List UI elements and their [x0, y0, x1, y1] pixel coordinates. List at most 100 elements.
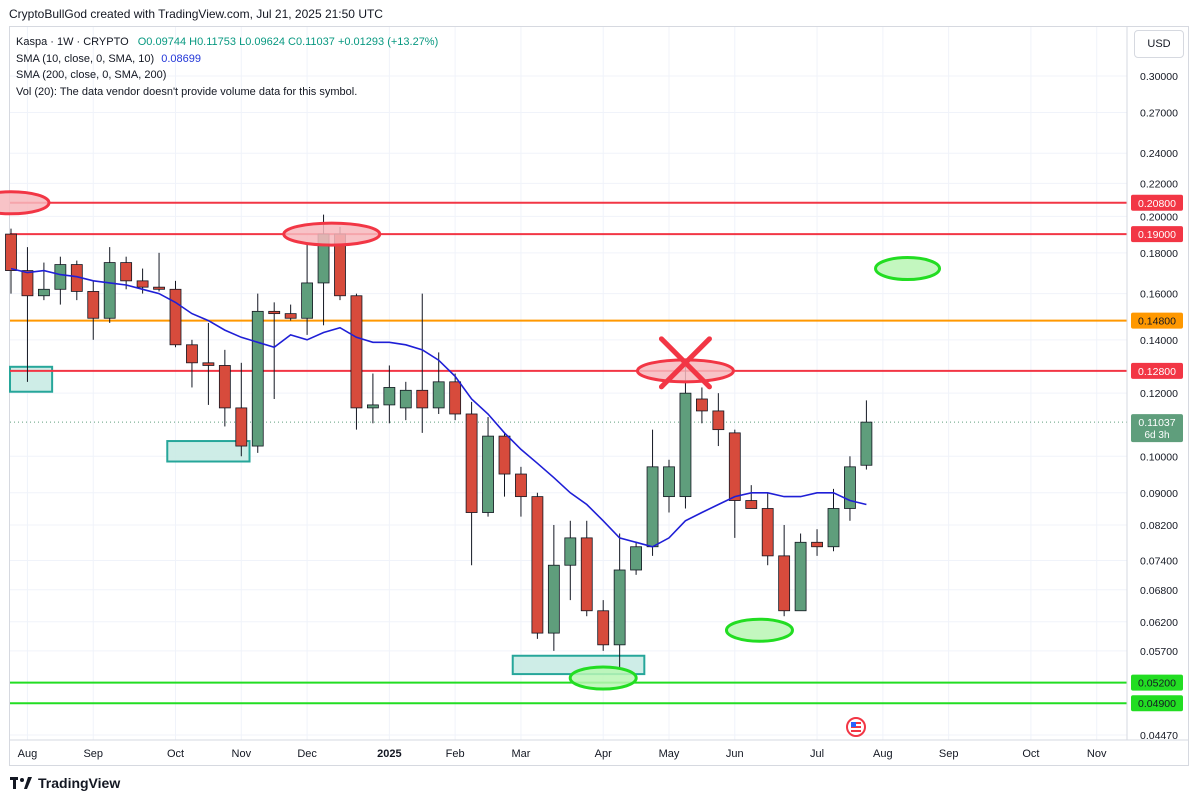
time-tick-label: May [659, 748, 680, 760]
sma200-label: SMA (200, close, 0, SMA, 200) [16, 69, 167, 81]
us-flag-event-icon[interactable] [846, 717, 866, 737]
candle-body [136, 280, 149, 288]
horizontal-levels [10, 201, 1127, 705]
time-tick-label: Jul [810, 748, 824, 760]
candle-body [202, 362, 215, 366]
candle [120, 256, 133, 290]
candle-body [301, 282, 314, 319]
sma-10-line [10, 267, 867, 548]
chart-credit-header: CryptoBullGod created with TradingView.c… [9, 7, 383, 21]
candle-body [663, 466, 675, 498]
candle [465, 401, 478, 566]
rejection-cross [658, 336, 712, 390]
price-axis: 0.30000 0.27000 0.24000 0.22000 0.20000 0.180… [1140, 71, 1178, 742]
candle-body [465, 413, 478, 513]
candle-body [613, 569, 626, 646]
chart-frame [9, 26, 1189, 766]
time-tick-label: Mar [511, 748, 530, 760]
level-price-label: 0.12800 [1131, 362, 1183, 379]
candle [5, 228, 17, 294]
candle [597, 600, 610, 651]
candle-body [432, 381, 445, 409]
time-tick-label: Apr [595, 748, 612, 760]
candle [251, 293, 264, 453]
time-tick-label: Oct [1022, 748, 1039, 760]
candle-body [268, 310, 281, 315]
candle-body [5, 233, 17, 271]
candle [860, 400, 873, 470]
candle [613, 533, 626, 670]
candle [696, 387, 708, 424]
candle-body [284, 313, 297, 319]
candle [383, 365, 396, 424]
candle-body [728, 432, 741, 501]
candle-body [844, 466, 856, 509]
level-price-text: 0.14800 [1138, 316, 1176, 328]
candle [38, 262, 50, 301]
time-tick-label: 2025 [377, 748, 401, 760]
chart-legend: Kaspa · 1W · CRYPTO O0.09744 H0.11753 L0… [16, 34, 438, 100]
candle-body [794, 541, 807, 612]
level-price-badge [1131, 226, 1183, 243]
candle-body [712, 410, 725, 431]
sma10-value: 0.08699 [161, 52, 201, 65]
candle-body [564, 537, 577, 566]
support-ellipse [724, 617, 794, 643]
candle-body [416, 389, 429, 409]
candle-body [399, 389, 412, 409]
candle [284, 304, 297, 321]
candle [416, 293, 429, 433]
candle [844, 456, 856, 521]
price-tick-label: 0.10000 [1140, 451, 1178, 463]
time-tick-label: Feb [446, 748, 465, 760]
candle-body [38, 288, 50, 297]
time-tick-label: Aug [18, 748, 38, 760]
level-price-label: 0.14800 [1131, 312, 1183, 329]
level-price-badge [1131, 695, 1183, 712]
support-ellipse [568, 665, 638, 691]
candle [169, 280, 182, 348]
candle-body [679, 392, 692, 498]
candle-body [580, 537, 593, 612]
price-tick-label: 0.09000 [1140, 488, 1178, 500]
candle [103, 247, 116, 323]
price-tick-label: 0.06200 [1140, 617, 1178, 629]
last-price-badge [1131, 414, 1183, 443]
candle [482, 417, 494, 517]
currency-button[interactable]: USD [1134, 30, 1184, 58]
candle [663, 459, 675, 513]
ohlc-values: O0.09744 H0.11753 L0.09624 C0.11037 +0.0… [137, 36, 439, 48]
candle-body [103, 262, 116, 319]
level-price-badge [1131, 362, 1183, 379]
candle-body [54, 264, 67, 290]
price-tick-label: 0.08200 [1140, 520, 1178, 532]
candle [498, 432, 511, 497]
candle-body [186, 344, 198, 364]
price-tick-label: 0.04470 [1140, 730, 1178, 742]
resistance-ellipse [282, 221, 382, 247]
candle [350, 293, 363, 430]
candle [564, 520, 577, 601]
candle [811, 529, 823, 556]
candle [728, 429, 741, 538]
candle [449, 373, 462, 421]
time-tick-label: Sep [83, 748, 103, 760]
price-tick-label: 0.07400 [1140, 556, 1178, 568]
candle [515, 466, 527, 517]
candle [235, 362, 248, 457]
candle [399, 381, 412, 421]
candle-body [218, 365, 231, 409]
price-tick-label: 0.18000 [1140, 248, 1178, 260]
price-tick-label: 0.27000 [1140, 107, 1178, 119]
candle [794, 533, 807, 612]
candle [580, 520, 593, 617]
annotation-marks [0, 190, 942, 691]
level-price-label: 0.04900 [1131, 695, 1183, 712]
candle [301, 243, 314, 335]
candle-body [515, 473, 527, 498]
level-price-text: 0.20800 [1138, 198, 1176, 210]
candle-body [860, 421, 873, 466]
candle [218, 349, 231, 427]
